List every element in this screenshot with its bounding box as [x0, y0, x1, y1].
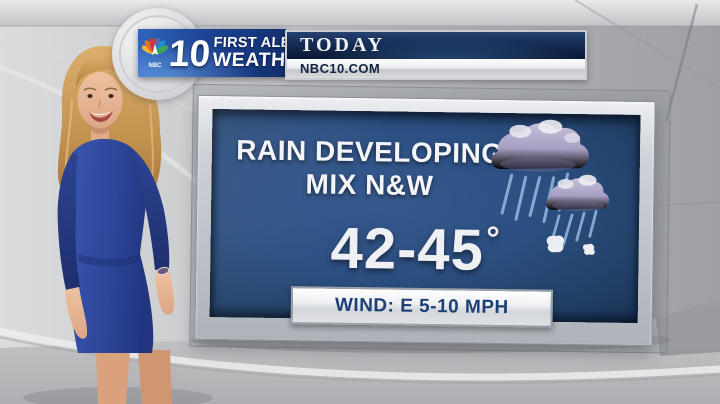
station-logo: NBC 10 FIRST ALERT WEATHER	[138, 29, 315, 77]
wind-text: WIND: E 5-10 MPH	[334, 294, 509, 319]
nbc-wordmark: NBC	[149, 63, 163, 68]
weather-board: RAIN DEVELOPING MIX N&W 42-45°	[189, 83, 671, 354]
forecast-headline-line2: MIX N&W	[305, 168, 434, 202]
forecast-headline-line1: RAIN DEVELOPING	[236, 134, 504, 170]
board-frame: RAIN DEVELOPING MIX N&W 42-45°	[194, 94, 656, 347]
forecast-headline: RAIN DEVELOPING MIX N&W	[223, 133, 516, 203]
website-bar: NBC10.COM	[287, 59, 585, 78]
show-title: TODAY	[300, 34, 386, 56]
wind-banner: WIND: E 5-10 MPH	[290, 286, 554, 328]
show-title-bar: TODAY	[287, 32, 585, 59]
mix-cloud-icon	[545, 174, 610, 212]
mix-rain-streaks	[549, 209, 598, 248]
weather-presenter	[57, 45, 174, 404]
snow-icons	[546, 235, 595, 255]
presenter-legs	[96, 350, 130, 404]
presenter-right-hand	[155, 268, 174, 315]
presenter-right-sleeve	[134, 150, 170, 270]
presenter-smile	[89, 111, 113, 122]
wrist-watch	[156, 266, 170, 276]
nbc-peacock-icon: NBC	[142, 38, 168, 68]
website-text: NBC10.COM	[300, 61, 381, 76]
channel-number: 10	[167, 32, 212, 74]
board-screen: RAIN DEVELOPING MIX N&W 42-45°	[209, 109, 641, 323]
rain-cloud-icon	[491, 119, 589, 172]
presenter-dress	[70, 138, 154, 353]
presenter-left-hand	[65, 287, 88, 339]
presenter-left-sleeve	[57, 152, 80, 290]
header-bars: TODAY NBC10.COM	[285, 30, 587, 80]
weather-icons	[491, 119, 610, 255]
